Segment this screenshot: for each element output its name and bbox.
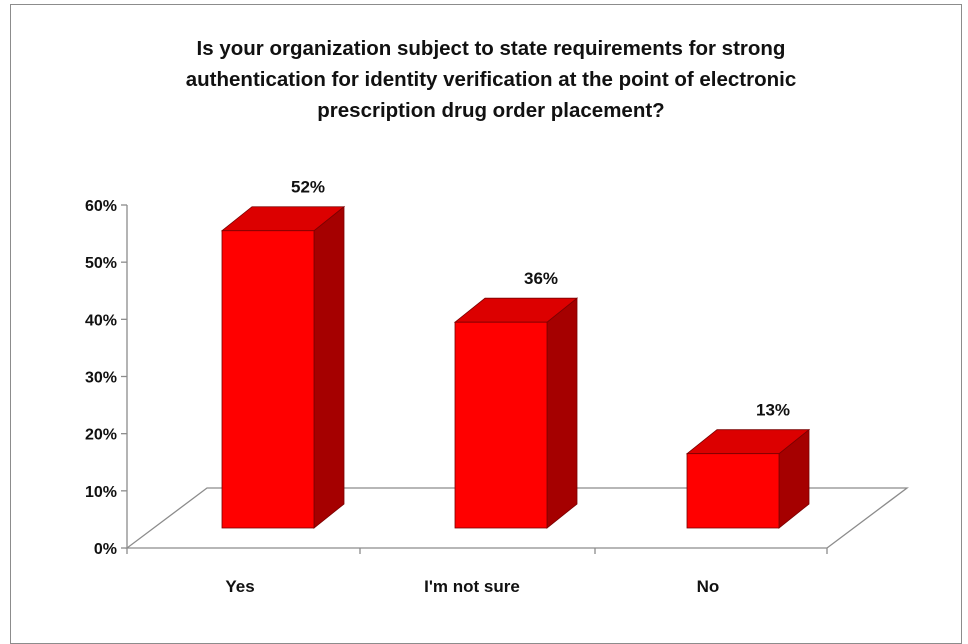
data-label: 13% (756, 401, 790, 420)
y-tick-label: 60% (85, 198, 117, 215)
y-tick-label: 30% (85, 370, 117, 387)
labels: 52% Yes 36% I'm not sure 13% No (225, 178, 790, 596)
bar-front (686, 453, 780, 529)
bar-front (454, 321, 548, 529)
bar-side (313, 205, 345, 529)
y-axis: 0% 10% 20% 30% 40% 50% 60% (85, 198, 828, 558)
bar (685, 428, 811, 529)
bar (220, 205, 346, 529)
y-tick-label: 20% (85, 427, 117, 444)
category-label: Yes (225, 577, 254, 596)
y-tick-label: 10% (85, 484, 117, 501)
y-tick-label: 40% (85, 312, 117, 329)
bar-side (546, 297, 578, 529)
category-label: No (697, 577, 720, 596)
chart-plot: 0% 10% 20% 30% 40% 50% 60% 52% Yes 36% I'm not su… (85, 178, 909, 596)
data-label: 36% (524, 269, 558, 288)
category-label: I'm not sure (424, 577, 520, 596)
data-label: 52% (291, 178, 325, 197)
bar-front (221, 230, 315, 529)
y-tick-label: 0% (94, 541, 117, 558)
bars (220, 205, 811, 529)
chart-title: Is your organization subject to state re… (185, 37, 797, 122)
bar (453, 297, 579, 529)
y-tick-label: 50% (85, 255, 117, 272)
